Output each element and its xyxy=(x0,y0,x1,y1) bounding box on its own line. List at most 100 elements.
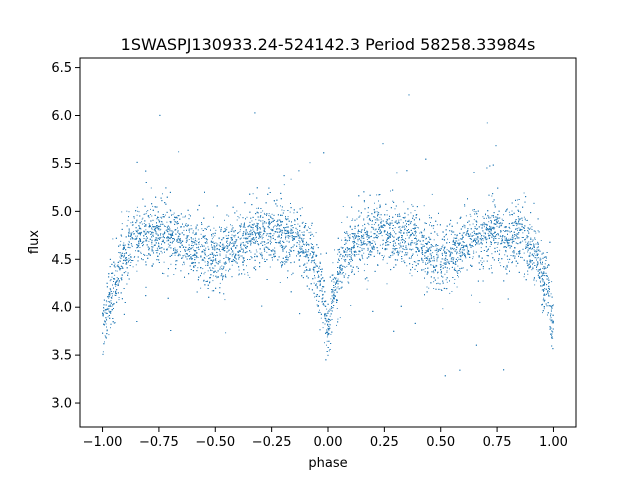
scatter-point xyxy=(508,261,510,263)
scatter-point xyxy=(287,231,289,232)
scatter-point xyxy=(499,262,501,264)
scatter-point xyxy=(285,259,287,261)
scatter-point xyxy=(131,244,133,246)
scatter-point xyxy=(551,281,553,283)
scatter-point xyxy=(449,224,450,226)
scatter-point xyxy=(451,231,453,233)
scatter-point xyxy=(527,265,528,267)
scatter-point xyxy=(109,294,111,296)
scatter-point xyxy=(432,227,434,229)
scatter-point xyxy=(233,235,235,236)
scatter-point xyxy=(341,222,343,223)
scatter-point xyxy=(144,213,146,215)
scatter-point xyxy=(115,284,117,286)
scatter-point xyxy=(279,245,281,247)
scatter-point xyxy=(328,310,330,312)
scatter-point xyxy=(188,239,190,240)
scatter-point xyxy=(371,248,373,250)
scatter-point xyxy=(254,237,256,239)
scatter-point xyxy=(261,238,263,240)
scatter-point xyxy=(488,235,489,237)
scatter-point xyxy=(113,291,115,293)
scatter-point xyxy=(548,264,550,266)
scatter-point xyxy=(313,251,315,253)
scatter-point xyxy=(386,283,388,285)
scatter-point xyxy=(458,243,459,245)
scatter-point xyxy=(225,274,226,276)
scatter-point xyxy=(486,217,487,219)
scatter-point xyxy=(424,268,426,269)
scatter-point xyxy=(194,256,196,258)
scatter-point xyxy=(215,229,217,231)
scatter-point xyxy=(393,240,395,242)
scatter-point xyxy=(496,247,498,248)
scatter-point xyxy=(379,230,381,232)
scatter-point xyxy=(466,251,468,253)
scatter-point xyxy=(231,255,233,257)
scatter-point xyxy=(316,299,318,301)
scatter-point xyxy=(410,243,412,245)
scatter-point xyxy=(547,265,549,267)
scatter-point xyxy=(401,226,403,228)
scatter-point xyxy=(223,246,225,248)
scatter-point xyxy=(115,282,116,284)
scatter-point xyxy=(485,233,486,235)
scatter-point xyxy=(211,235,213,237)
scatter-point xyxy=(508,244,509,246)
scatter-point xyxy=(512,224,514,226)
scatter-point xyxy=(445,262,447,264)
scatter-point xyxy=(279,243,281,245)
scatter-point xyxy=(370,254,372,256)
scatter-point xyxy=(213,227,215,229)
scatter-point xyxy=(313,282,315,284)
scatter-point xyxy=(540,271,542,273)
scatter-point xyxy=(310,262,312,264)
scatter-point xyxy=(334,249,335,251)
scatter-point xyxy=(163,225,165,227)
scatter-point xyxy=(466,248,468,250)
scatter-point xyxy=(378,224,380,226)
scatter-point xyxy=(417,260,419,262)
scatter-point xyxy=(472,246,474,247)
scatter-point xyxy=(259,252,261,254)
scatter-point xyxy=(550,309,552,311)
scatter-point xyxy=(139,233,141,235)
scatter-point xyxy=(315,232,317,234)
scatter-point xyxy=(512,241,514,242)
scatter-point xyxy=(141,218,143,220)
scatter-point xyxy=(486,238,488,240)
scatter-point xyxy=(112,238,114,240)
scatter-point xyxy=(191,242,193,244)
scatter-point xyxy=(250,230,252,232)
scatter-point xyxy=(136,219,138,221)
scatter-point xyxy=(268,224,270,226)
scatter-point xyxy=(298,240,300,241)
scatter-point xyxy=(401,261,403,262)
scatter-point xyxy=(389,235,391,237)
scatter-point xyxy=(402,248,404,250)
scatter-point xyxy=(486,122,488,124)
scatter-point xyxy=(419,219,421,221)
scatter-point xyxy=(169,221,171,223)
scatter-point xyxy=(236,219,238,221)
scatter-point xyxy=(522,232,524,234)
scatter-point xyxy=(252,193,254,195)
scatter-point xyxy=(102,351,104,353)
scatter-point xyxy=(317,281,319,282)
scatter-point xyxy=(494,236,495,238)
scatter-point xyxy=(506,208,508,210)
scatter-point xyxy=(118,297,120,298)
scatter-point xyxy=(348,237,350,239)
scatter-point xyxy=(177,231,179,233)
scatter-point xyxy=(386,239,387,241)
scatter-point xyxy=(383,230,385,232)
scatter-point xyxy=(148,240,150,242)
scatter-point xyxy=(279,219,281,221)
scatter-point xyxy=(281,246,283,248)
scatter-point xyxy=(233,241,235,243)
scatter-point xyxy=(263,247,265,249)
scatter-point xyxy=(497,244,499,245)
scatter-point xyxy=(467,253,468,255)
scatter-point xyxy=(447,238,448,240)
scatter-point xyxy=(409,272,411,274)
